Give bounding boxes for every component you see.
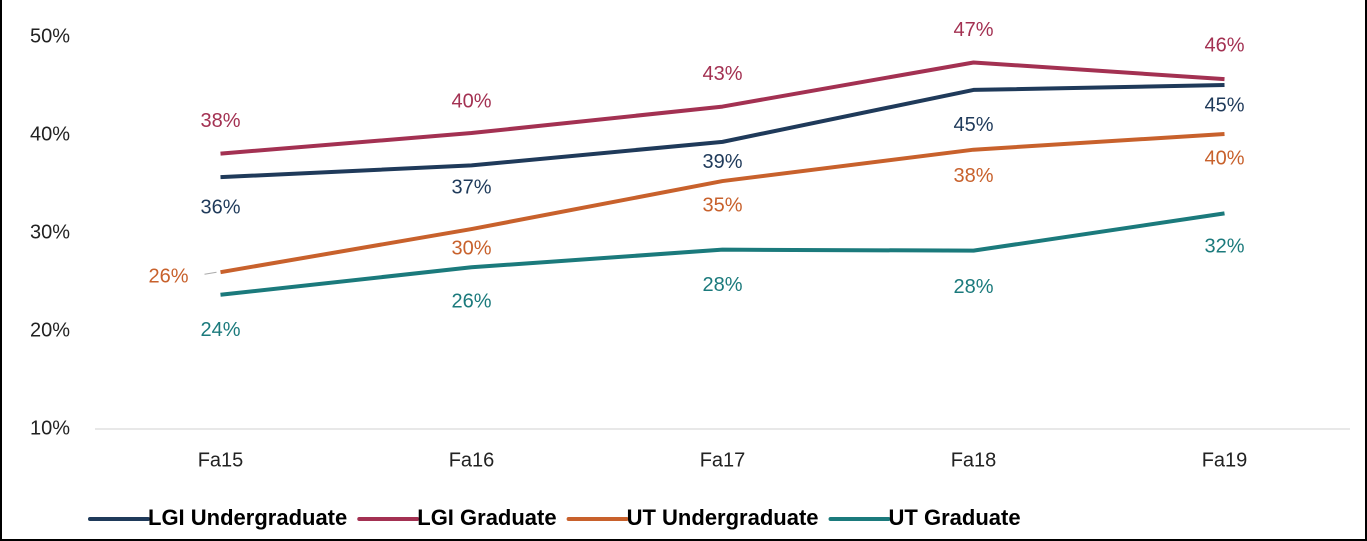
x-tick-label: Fa17 xyxy=(700,449,746,471)
x-tick-label: Fa18 xyxy=(951,449,997,471)
y-tick-label: 50% xyxy=(30,25,70,47)
data-label: 26% xyxy=(148,265,188,287)
data-label: 45% xyxy=(953,114,993,136)
data-label: 24% xyxy=(200,319,240,341)
data-label: 40% xyxy=(451,90,491,112)
x-tick-label: Fa15 xyxy=(198,449,244,471)
legend-label: LGI Graduate xyxy=(417,505,556,530)
data-label: 46% xyxy=(1204,34,1244,56)
series-line xyxy=(220,211,1225,297)
legend-label: LGI Undergraduate xyxy=(148,505,347,530)
data-label: 45% xyxy=(1204,94,1244,116)
data-label: 36% xyxy=(200,196,240,218)
x-tick-label: Fa19 xyxy=(1202,449,1248,471)
data-label: 30% xyxy=(451,237,491,259)
data-label: 37% xyxy=(451,177,491,199)
data-label: 40% xyxy=(1204,147,1244,169)
data-label: 32% xyxy=(1204,236,1244,258)
data-label: 28% xyxy=(702,274,742,296)
data-label: 39% xyxy=(702,151,742,173)
y-tick-label: 40% xyxy=(30,123,70,145)
x-tick-label: Fa16 xyxy=(449,449,495,471)
legend-label: UT Graduate xyxy=(889,505,1021,530)
data-label: 28% xyxy=(953,276,993,298)
data-label: 38% xyxy=(953,165,993,187)
series-line xyxy=(220,132,1225,275)
data-label: 26% xyxy=(451,291,491,313)
data-label: 43% xyxy=(702,63,742,85)
data-label: 47% xyxy=(953,19,993,41)
y-tick-label: 30% xyxy=(30,221,70,243)
series-line xyxy=(220,60,1225,156)
legend-label: UT Undergraduate xyxy=(627,505,819,530)
data-label: 35% xyxy=(702,194,742,216)
series-line xyxy=(220,83,1225,180)
y-tick-label: 20% xyxy=(30,319,70,341)
leader-line xyxy=(204,271,217,275)
data-label: 38% xyxy=(200,110,240,132)
y-tick-label: 10% xyxy=(30,417,70,439)
